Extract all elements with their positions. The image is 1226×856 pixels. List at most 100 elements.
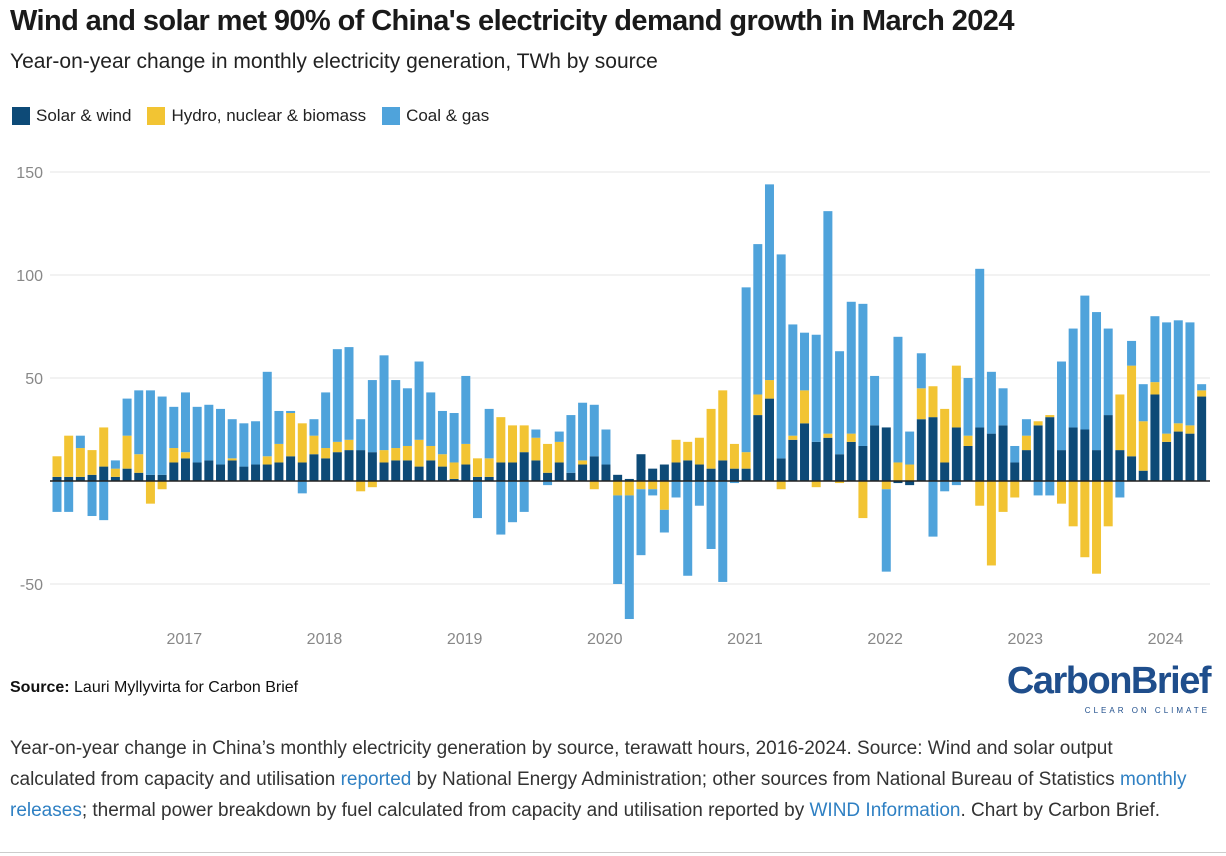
bar-hydro-nuclear-biomass	[379, 450, 389, 463]
bar-solar-wind	[963, 445, 973, 481]
bar-hydro-nuclear-biomass	[1033, 421, 1043, 426]
x-tick-label: 2018	[307, 631, 343, 648]
bar-hydro-nuclear-biomass	[64, 435, 74, 477]
bar-hydro-nuclear-biomass	[169, 448, 179, 463]
bar-hydro-nuclear-biomass	[227, 458, 237, 461]
bar-solar-wind	[1138, 470, 1148, 481]
bar-coal-gas	[636, 489, 646, 556]
bar-solar-wind	[309, 454, 319, 481]
bar-coal-gas	[134, 390, 144, 455]
bar-hydro-nuclear-biomass	[472, 458, 482, 477]
bar-hydro-nuclear-biomass	[508, 425, 518, 463]
bar-coal-gas	[204, 404, 214, 461]
bar-hydro-nuclear-biomass	[321, 448, 331, 459]
bar-coal-gas	[1103, 328, 1113, 416]
bar-solar-wind	[566, 472, 576, 481]
bar-solar-wind	[332, 452, 342, 481]
bar-hydro-nuclear-biomass	[75, 448, 85, 477]
bar-coal-gas	[110, 460, 120, 469]
bar-coal-gas	[753, 244, 763, 395]
bar-coal-gas	[309, 419, 319, 436]
bar-hydro-nuclear-biomass	[180, 452, 190, 459]
x-tick-label: 2021	[727, 631, 763, 648]
caption-text: . Chart by Carbon Brief.	[960, 800, 1161, 821]
bar-coal-gas	[788, 324, 798, 436]
bar-hydro-nuclear-biomass	[706, 408, 716, 469]
bar-hydro-nuclear-biomass	[671, 439, 681, 463]
legend-item-coal-gas: Coal & gas	[382, 106, 489, 126]
bar-coal-gas	[1115, 481, 1125, 498]
bar-hydro-nuclear-biomass	[1068, 481, 1078, 527]
bar-solar-wind	[262, 464, 272, 481]
bar-solar-wind	[379, 462, 389, 481]
bar-coal-gas	[391, 380, 401, 449]
bar-coal-gas	[286, 410, 296, 414]
bar-coal-gas	[52, 481, 62, 512]
bar-solar-wind	[437, 466, 447, 481]
bar-coal-gas	[975, 268, 985, 428]
bar-solar-wind	[718, 460, 728, 481]
bar-coal-gas	[321, 392, 331, 449]
bar-hydro-nuclear-biomass	[426, 445, 436, 461]
bar-solar-wind	[905, 481, 915, 486]
y-tick-label: -50	[20, 577, 43, 594]
bar-solar-wind	[613, 474, 623, 481]
bar-hydro-nuclear-biomass	[402, 445, 412, 461]
bar-solar-wind	[204, 460, 214, 481]
x-tick-label: 2017	[167, 631, 203, 648]
bar-coal-gas	[741, 287, 751, 453]
divider	[0, 852, 1226, 853]
legend-swatch-coal-gas	[382, 107, 401, 125]
bar-coal-gas	[87, 481, 97, 517]
bar-solar-wind	[274, 462, 284, 481]
link-monthly-releases[interactable]: monthly releases	[10, 769, 1187, 821]
bar-solar-wind	[694, 464, 704, 481]
bar-hydro-nuclear-biomass	[823, 433, 833, 438]
bar-solar-wind	[986, 433, 996, 481]
bar-hydro-nuclear-biomass	[461, 443, 471, 465]
bar-hydro-nuclear-biomass	[1010, 481, 1020, 498]
bar-coal-gas	[1045, 481, 1055, 496]
bar-solar-wind	[928, 417, 938, 481]
bar-solar-wind	[321, 458, 331, 481]
bar-hydro-nuclear-biomass	[449, 462, 459, 479]
bar-coal-gas	[64, 481, 74, 512]
bar-solar-wind	[216, 464, 226, 481]
bar-hydro-nuclear-biomass	[835, 481, 845, 484]
link-wind-information[interactable]: WIND Information	[809, 800, 961, 821]
bar-coal-gas	[251, 421, 261, 465]
bar-solar-wind	[800, 423, 810, 481]
bar-hydro-nuclear-biomass	[496, 417, 506, 463]
x-tick-label: 2024	[1148, 631, 1184, 648]
bar-coal-gas	[414, 361, 424, 440]
bar-hydro-nuclear-biomass	[764, 380, 774, 399]
bar-coal-gas	[180, 392, 190, 453]
bar-coal-gas	[449, 413, 459, 463]
bar-hydro-nuclear-biomass	[356, 481, 366, 492]
bar-hydro-nuclear-biomass	[145, 481, 155, 504]
bar-solar-wind	[531, 460, 541, 481]
bar-solar-wind	[1115, 450, 1125, 481]
bar-hydro-nuclear-biomass	[1185, 425, 1195, 434]
bar-hydro-nuclear-biomass	[659, 481, 669, 510]
bar-solar-wind	[110, 476, 120, 481]
bar-solar-wind	[893, 481, 903, 484]
bar-hydro-nuclear-biomass	[1045, 415, 1055, 418]
bar-solar-wind	[1173, 431, 1183, 481]
bar-solar-wind	[554, 462, 564, 481]
link-reported[interactable]: reported	[340, 769, 412, 790]
bar-solar-wind	[297, 462, 307, 481]
bar-solar-wind	[1162, 441, 1172, 481]
bar-coal-gas	[1185, 322, 1195, 426]
bar-hydro-nuclear-biomass	[694, 437, 704, 465]
bar-solar-wind	[52, 476, 62, 481]
bar-solar-wind	[1092, 450, 1102, 481]
bar-solar-wind	[648, 468, 658, 481]
bar-coal-gas	[145, 390, 155, 475]
bar-coal-gas	[578, 402, 588, 461]
bar-hydro-nuclear-biomass	[1173, 423, 1183, 432]
bar-hydro-nuclear-biomass	[52, 456, 62, 477]
bar-coal-gas	[986, 371, 996, 434]
bar-solar-wind	[543, 472, 553, 481]
bar-solar-wind	[823, 437, 833, 481]
